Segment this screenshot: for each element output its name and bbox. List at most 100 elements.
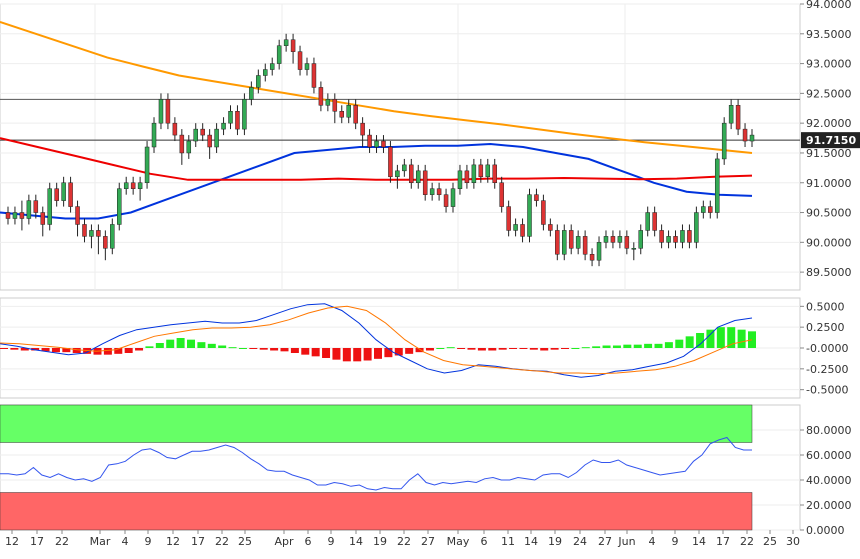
candle-body — [527, 194, 532, 237]
macd-histogram-bar — [228, 347, 237, 349]
macd-histogram-bar — [675, 339, 684, 348]
candle-body — [12, 212, 18, 219]
candle-body — [137, 182, 143, 189]
candle-body — [506, 206, 511, 231]
candle-body — [464, 170, 470, 183]
candle-body — [151, 122, 157, 148]
macd-histogram-bar — [342, 348, 351, 362]
candle-body — [409, 164, 414, 183]
candle-body — [33, 200, 39, 213]
macd-histogram-bar — [727, 327, 736, 348]
macd-histogram-bar — [633, 344, 642, 348]
candle-body — [249, 87, 254, 100]
x-tick-label: 9 — [145, 535, 152, 548]
macd-histogram-bar — [353, 348, 362, 362]
macd-histogram-bar — [737, 329, 746, 348]
x-tick-label: 14 — [349, 535, 363, 548]
x-tick-label: 25 — [238, 535, 252, 548]
macd-histogram-bar — [10, 348, 19, 350]
rsi-oversold-zone — [0, 492, 753, 531]
macd-histogram-bar — [509, 348, 518, 349]
candle-body — [200, 128, 205, 136]
x-tick-label: 4 — [649, 535, 656, 548]
macd-histogram-bar — [301, 348, 310, 355]
macd-histogram-bar — [166, 339, 175, 348]
price-tick-label: 90.5000 — [806, 207, 852, 220]
candle-body — [130, 182, 136, 189]
candle-body — [388, 146, 393, 178]
candle-body — [346, 105, 351, 118]
macd-histogram-bar — [644, 343, 653, 348]
candle-body — [728, 105, 734, 124]
x-tick-label: 9 — [328, 535, 335, 548]
price-tick-label: 90.0000 — [806, 236, 852, 249]
candle-body — [165, 99, 171, 124]
price-panel: 94.0000 93.5000 93.0000 92.5000 92.0000 91.50… — [0, 0, 860, 291]
candle-body — [207, 134, 212, 148]
macd-histogram-bar — [748, 331, 756, 348]
candle-body — [395, 170, 400, 178]
x-tick-label: 14 — [692, 535, 706, 548]
macd-tick-label: -0.5000 — [806, 384, 848, 397]
macd-histogram-bar — [114, 348, 123, 354]
x-tick-label: 9 — [672, 535, 679, 548]
price-tick-label: 91.5000 — [806, 147, 852, 160]
candle-body — [708, 206, 713, 213]
candle-body — [304, 63, 310, 70]
candle-body — [110, 224, 115, 249]
candle-body — [450, 188, 456, 207]
x-tick-label: 22 — [740, 535, 754, 548]
candle-body — [256, 75, 261, 88]
macd-histogram-bar — [425, 348, 434, 351]
candle-body — [269, 63, 275, 70]
moving-average-line — [0, 137, 753, 181]
macd-histogram-bar — [238, 348, 247, 349]
candle-body — [749, 134, 755, 142]
price-tick-label: 91.0000 — [806, 177, 852, 190]
candle-body — [575, 236, 581, 249]
macd-histogram-bar — [415, 348, 424, 353]
x-tick-label: 17 — [30, 535, 44, 548]
rsi-tick-label: 40.0000 — [806, 474, 852, 487]
macd-histogram-bar — [259, 348, 268, 350]
macd-histogram-bar — [581, 347, 590, 349]
rsi-panel: 80.0000 60.0000 40.0000 20.0000 0.0000 — [0, 404, 852, 537]
x-axis: 12 17 22 Mar 4 9 12 17 22 25 Apr 6 9 14 19 22 27 May 6 11 14… — [5, 530, 800, 548]
macd-histogram-bar — [477, 348, 486, 351]
candle-body — [353, 105, 358, 124]
candle-body — [19, 212, 25, 219]
rsi-tick-label: 80.0000 — [806, 424, 852, 437]
macd-histogram-bar — [41, 348, 50, 352]
macd-histogram-bar — [405, 348, 414, 354]
candle-body — [374, 140, 379, 148]
macd-histogram-bar — [135, 348, 144, 351]
candle-body — [235, 111, 240, 130]
macd-histogram-bar — [332, 348, 341, 360]
candle-body — [68, 182, 73, 207]
candle-body — [631, 248, 637, 250]
macd-histogram-bar — [363, 348, 372, 361]
candle-body — [54, 188, 59, 201]
candle-body — [478, 164, 484, 178]
macd-histogram-bar — [623, 344, 632, 348]
macd-histogram-bar — [571, 348, 580, 349]
macd-histogram-bar — [664, 342, 673, 348]
candle-body — [673, 236, 678, 243]
candle-body — [624, 236, 630, 249]
macd-tick-label: 0.5000 — [806, 300, 845, 313]
x-tick-label: 22 — [215, 535, 229, 548]
macd-histogram-bar — [540, 348, 549, 351]
x-tick-label: 22 — [397, 535, 411, 548]
x-tick-label: 22 — [55, 535, 69, 548]
macd-panel: 0.5000 0.2500 -0.0000 -0.2500 -0.5000 — [0, 297, 848, 399]
candle-body — [610, 236, 616, 243]
candle-body — [443, 194, 449, 207]
candle-body — [193, 128, 198, 142]
macd-histogram-bar — [436, 348, 445, 349]
candle-body — [172, 122, 178, 136]
candle-body — [735, 105, 741, 130]
candle-body — [332, 99, 338, 112]
x-tick-label: 14 — [524, 535, 538, 548]
x-tick-label: Jun — [617, 535, 635, 548]
